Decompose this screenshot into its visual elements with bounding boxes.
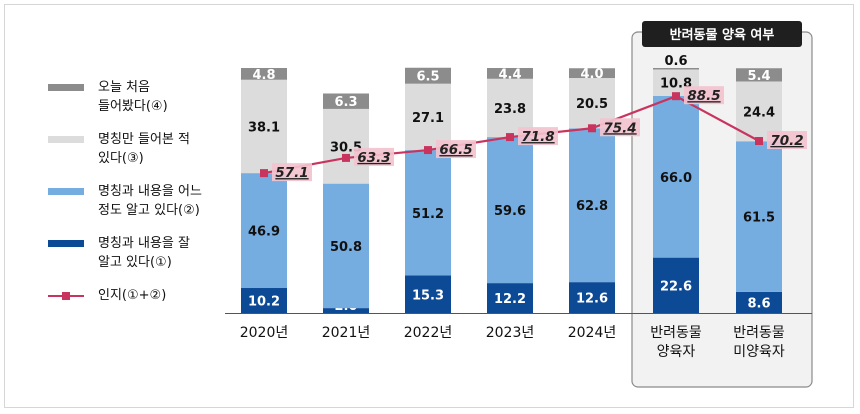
awareness-label: 75.4	[603, 120, 636, 136]
awareness-point	[672, 92, 680, 101]
category-label: 반려동물	[733, 325, 785, 341]
legend-swatch-know-well	[48, 240, 84, 247]
data-label: 10.2	[248, 295, 280, 310]
bar-segment	[569, 68, 615, 79]
data-label: 5.4	[747, 69, 770, 84]
awareness-point	[260, 169, 268, 178]
data-label: 23.8	[494, 102, 526, 117]
legend-label-somewhat-know: 명칭과 내용을 어느 정도 알고 있다(②)	[98, 184, 202, 218]
data-label: 66.0	[660, 171, 692, 186]
data-label: 59.6	[494, 204, 526, 219]
data-label: 6.5	[416, 70, 439, 85]
data-label: 4.0	[580, 67, 603, 82]
bar-segment	[241, 79, 287, 174]
bar-segment	[653, 68, 699, 70]
category-label: 2021년	[322, 325, 371, 341]
data-label: 8.6	[747, 296, 770, 311]
awareness-point	[342, 153, 350, 162]
bar-segment	[487, 137, 533, 284]
data-label: 12.2	[494, 292, 526, 307]
awareness-point	[588, 124, 596, 133]
data-label: 50.8	[330, 240, 362, 255]
highlight-box-title: 반려동물 양육 여부	[670, 27, 775, 43]
awareness-label-bg	[767, 131, 807, 150]
awareness-label: 71.8	[521, 129, 554, 145]
bar-segment	[736, 291, 782, 313]
bar-segment	[569, 282, 615, 313]
data-label: 62.8	[576, 199, 608, 214]
awareness-label: 70.2	[770, 133, 803, 149]
bar-segment	[736, 141, 782, 292]
bar-segment	[405, 150, 451, 276]
data-label: 20.5	[576, 97, 608, 112]
data-label: 51.2	[412, 207, 444, 222]
category-label: 반려동물	[650, 325, 702, 341]
bar-segment	[241, 288, 287, 313]
awareness-label-bg	[600, 118, 640, 137]
category-label: 2020년	[240, 325, 289, 341]
awareness-label-bg	[354, 147, 394, 166]
data-label: 0.6	[664, 54, 687, 69]
legend-label-awareness: 인지(①+②)	[98, 288, 167, 303]
data-label: 6.3	[334, 95, 357, 110]
legend-marker-awareness	[62, 292, 70, 300]
legend-label-know-well: 명칭과 내용을 잘 알고 있다(①)	[98, 236, 190, 270]
bar-segment	[323, 308, 369, 313]
legend-swatch-never-heard	[48, 84, 84, 91]
awareness-label: 63.3	[357, 150, 390, 166]
bar-segment	[323, 93, 369, 109]
category-label: 미양육자	[733, 344, 785, 360]
data-label: 4.4	[498, 67, 521, 82]
legend-label-never-heard: 오늘 처음 들어봤다(④)	[98, 80, 168, 114]
category-label: 양육자	[657, 344, 696, 360]
category-label: 2023년	[486, 325, 535, 341]
legend-label-name-only: 명칭만 들어본 적 있다(③)	[98, 132, 190, 166]
bar-segment	[653, 257, 699, 313]
awareness-point	[424, 146, 432, 155]
bar-segment	[487, 68, 533, 79]
awareness-label-bg	[518, 127, 558, 146]
legend-swatch-somewhat-know	[48, 188, 84, 195]
bar-segment	[323, 183, 369, 309]
awareness-point	[755, 137, 763, 146]
category-label: 2024년	[568, 325, 617, 341]
data-label: 22.6	[660, 279, 692, 294]
awareness-label-bg	[684, 86, 724, 105]
awareness-label-bg	[272, 163, 312, 182]
highlight-box-title-bg	[642, 21, 802, 47]
data-label: 61.5	[743, 211, 775, 226]
data-label: 4.8	[252, 68, 275, 83]
bar-segment	[405, 67, 451, 84]
bar-segment	[241, 173, 287, 289]
bar-segment	[736, 68, 782, 82]
data-label: 27.1	[412, 111, 444, 126]
legend-swatch-name-only	[48, 136, 84, 143]
data-label: 38.1	[248, 120, 280, 135]
category-label: 2022년	[404, 325, 453, 341]
data-label: 46.9	[248, 225, 280, 240]
bar-segment	[405, 275, 451, 313]
awareness-label: 88.5	[687, 88, 720, 104]
data-label: 15.3	[412, 288, 444, 303]
awareness-label: 57.1	[275, 165, 308, 181]
awareness-label-bg	[436, 140, 476, 159]
bar-segment	[653, 95, 699, 258]
bar-segment	[487, 283, 533, 313]
bar-segment	[241, 68, 287, 80]
awareness-label: 66.5	[439, 142, 472, 158]
data-label: 12.6	[576, 292, 608, 307]
awareness-point	[506, 133, 514, 142]
bar-segment	[569, 128, 615, 283]
bar-segment	[405, 83, 451, 151]
bar-segment	[323, 108, 369, 184]
data-label: 24.4	[743, 105, 775, 120]
